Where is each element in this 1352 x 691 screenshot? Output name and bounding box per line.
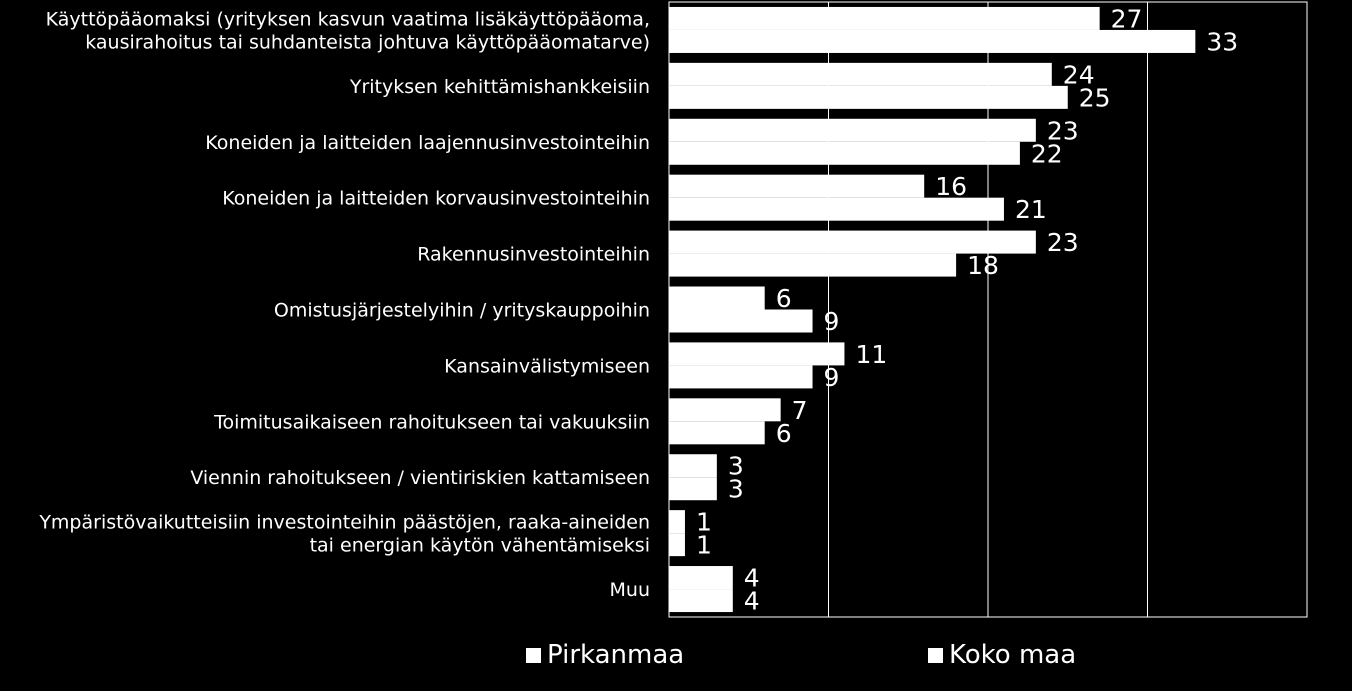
bar-koko-maa-9 [669, 533, 685, 557]
bar-pirkanmaa-4 [669, 230, 1036, 254]
category-label-2: Koneiden ja laitteiden laajennusinvestoi… [205, 132, 650, 154]
value-label-pirkanmaa-3: 16 [935, 172, 967, 201]
value-label-koko-maa-8: 3 [728, 475, 744, 504]
legend-label-koko-maa: Koko maa [949, 640, 1077, 670]
value-label-koko-maa-3: 21 [1015, 195, 1047, 224]
bar-pirkanmaa-3 [669, 174, 925, 198]
value-label-pirkanmaa-7: 7 [792, 396, 808, 425]
category-label-4: Rakennusinvestointeihin [417, 244, 650, 266]
bar-pirkanmaa-7 [669, 398, 781, 422]
category-label-8: Viennin rahoitukseen / vientiriskien kat… [190, 467, 650, 489]
category-label-5: Omistusjärjestelyihin / yrityskauppoihin [274, 300, 650, 322]
category-label-6: Kansainvälistymiseen [444, 355, 650, 377]
bar-koko-maa-0 [669, 29, 1196, 53]
value-label-pirkanmaa-0: 27 [1111, 4, 1143, 33]
legend-item-koko-maa: Koko maa [928, 640, 1076, 670]
legend-item-pirkanmaa: Pirkanmaa [526, 640, 684, 670]
value-label-pirkanmaa-6: 11 [855, 340, 887, 369]
bar-koko-maa-8 [669, 477, 717, 501]
value-label-koko-maa-7: 6 [776, 419, 792, 448]
legend-label-pirkanmaa: Pirkanmaa [547, 640, 685, 670]
bar-pirkanmaa-5 [669, 286, 765, 310]
value-label-koko-maa-6: 9 [824, 363, 840, 392]
value-label-pirkanmaa-5: 6 [776, 284, 792, 313]
bar-koko-maa-7 [669, 421, 765, 445]
bar-pirkanmaa-10 [669, 566, 733, 590]
value-label-pirkanmaa-8: 3 [728, 452, 744, 481]
legend-swatch-pirkanmaa [526, 647, 541, 663]
category-label-10: Muu [610, 579, 650, 601]
value-label-koko-maa-1: 25 [1079, 83, 1111, 112]
value-label-koko-maa-4: 18 [967, 251, 999, 280]
bar-koko-maa-3 [669, 197, 1004, 221]
bar-koko-maa-6 [669, 365, 813, 389]
bar-koko-maa-4 [669, 253, 957, 277]
bar-pirkanmaa-1 [669, 62, 1052, 86]
bar-pirkanmaa-6 [669, 342, 845, 366]
category-label-9: Ympäristövaikutteisiin investointeihin p… [38, 512, 650, 557]
bar-koko-maa-10 [669, 589, 733, 613]
value-label-pirkanmaa-1: 24 [1063, 60, 1095, 89]
value-label-koko-maa-9: 1 [696, 531, 712, 560]
bar-pirkanmaa-9 [669, 510, 685, 534]
value-label-pirkanmaa-10: 4 [744, 564, 760, 593]
category-label-0: Käyttöpääomaksi (yrityksen kasvun vaatim… [46, 8, 650, 53]
value-label-koko-maa-2: 22 [1031, 139, 1063, 168]
category-label-1: Yrityksen kehittämishankkeisiin [349, 76, 650, 98]
value-label-koko-maa-0: 33 [1206, 27, 1238, 56]
bar-koko-maa-1 [669, 85, 1068, 109]
category-label-3: Koneiden ja laitteiden korvausinvestoint… [222, 188, 650, 210]
bar-pirkanmaa-8 [669, 454, 717, 478]
value-label-pirkanmaa-9: 1 [696, 508, 712, 537]
bar-pirkanmaa-2 [669, 118, 1036, 142]
value-label-koko-maa-5: 9 [824, 307, 840, 336]
legend-swatch-koko-maa [928, 647, 943, 663]
bar-chart: Käyttöpääomaksi (yrityksen kasvun vaatim… [38, 1, 1308, 618]
bar-koko-maa-2 [669, 141, 1020, 165]
bar-pirkanmaa-0 [669, 6, 1100, 30]
value-label-pirkanmaa-4: 23 [1047, 228, 1079, 257]
value-label-pirkanmaa-2: 23 [1047, 116, 1079, 145]
value-label-koko-maa-10: 4 [744, 587, 760, 616]
category-label-7: Toimitusaikaiseen rahoitukseen tai vakuu… [213, 411, 650, 433]
bar-koko-maa-5 [669, 309, 813, 333]
